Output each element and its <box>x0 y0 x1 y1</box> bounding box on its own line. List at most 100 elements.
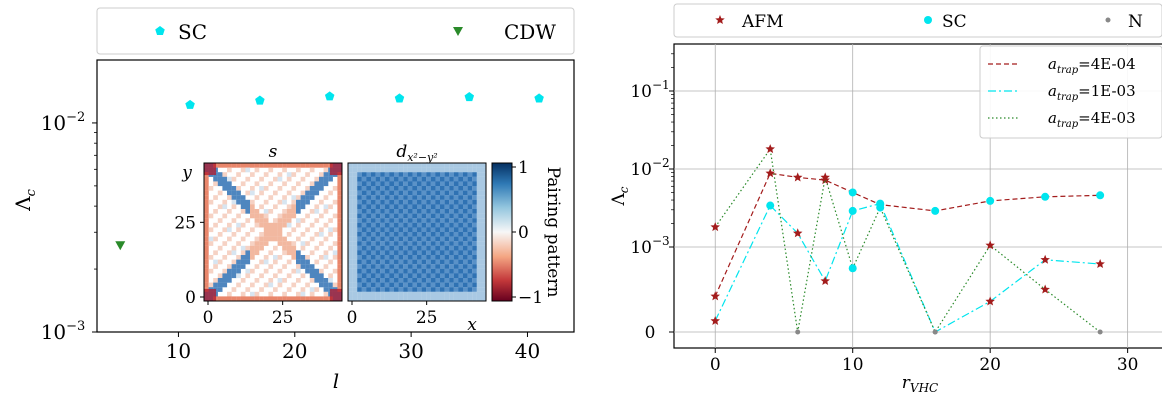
inset-heatmap-d-cell <box>476 264 482 269</box>
inset-heatmap-d-cell <box>384 232 390 237</box>
inset-heatmap-s-cell <box>268 291 274 297</box>
inset-heatmap-d-cell <box>366 199 372 205</box>
inset-heatmap-d-cell <box>394 241 399 246</box>
inset-heatmap-s-cell <box>273 222 278 228</box>
inset-heatmap-d-cell <box>412 172 418 177</box>
inset-heatmap-d-cell <box>476 291 482 297</box>
inset-heatmap-d-cell <box>357 186 362 191</box>
inset-heatmap-s-cell <box>268 264 274 269</box>
inset-heatmap-d-cell <box>375 172 381 177</box>
inset-heatmap-d-cell <box>444 241 450 246</box>
inset-heatmap-s-cell <box>259 241 264 246</box>
inset-heatmap-d-cell <box>463 227 468 233</box>
inset-heatmap-d-cell <box>417 273 422 279</box>
inset-heatmap-d-cell <box>412 181 418 187</box>
inset-heatmap-s-cell <box>236 190 241 196</box>
inset-heatmap-d-cell <box>352 186 358 191</box>
inset-heatmap-s-cell <box>213 259 218 265</box>
inset-heatmap-d-cell <box>453 255 459 260</box>
inset-heatmap-d-cell <box>371 195 376 200</box>
inset-heatmap-d-cell <box>407 259 413 265</box>
inset-heatmap-s-cell <box>204 195 209 200</box>
inset-heatmap-d-cell <box>380 291 385 297</box>
inset-heatmap-d-cell <box>417 209 422 214</box>
inset-heatmap-s-cell <box>277 186 283 191</box>
inset-heatmap-s-frame <box>203 162 343 302</box>
inset-heatmap-s-cell <box>236 163 241 168</box>
inset-heatmap-s-cell <box>305 296 310 302</box>
inset-heatmap-d-cell <box>412 232 418 237</box>
inset-heatmap-s-cell <box>236 241 241 246</box>
inset-heatmap-d-cell <box>389 163 395 168</box>
inset-heatmap-d-cell <box>449 218 454 223</box>
inset-heatmap-s-cell <box>296 209 301 214</box>
inset-heatmap-d-cell <box>476 163 482 168</box>
inset-heatmap-d-cell <box>417 190 422 196</box>
inset-heatmap-s-cell <box>213 264 218 269</box>
y-tick-label: 10−1 <box>630 78 669 102</box>
inset-heatmap-d-cell <box>357 213 362 219</box>
inset-heatmap-d-cell <box>366 227 372 233</box>
legend-line-label: atrap=1E-03 <box>1048 82 1136 103</box>
inset-heatmap-d-cell <box>361 181 367 187</box>
x-tick-label-40: 40 <box>515 339 540 363</box>
inset-heatmap-d-cell <box>426 282 431 288</box>
colorbar-tick-label: −1 <box>518 288 543 308</box>
inset-y-tick-label: 0 <box>185 288 196 308</box>
inset-heatmap-s-cell <box>217 163 223 168</box>
inset-heatmap-s-cell <box>259 204 264 210</box>
inset-heatmap-d-cell <box>449 227 454 233</box>
inset-heatmap-s-cell <box>227 278 232 283</box>
inset-heatmap-d-cell <box>426 204 431 210</box>
inset-heatmap-s-cell <box>222 227 228 233</box>
inset-heatmap-s-cell <box>291 195 297 200</box>
point-sc <box>394 93 405 103</box>
inset-heatmap-d-cell <box>357 195 362 200</box>
inset-heatmap-d-cell <box>398 250 404 256</box>
inset-heatmap-d-cell <box>421 255 427 260</box>
inset-heatmap-s-cell <box>305 259 310 265</box>
inset-heatmap-d-cell <box>453 232 459 237</box>
inset-heatmap-d-cell <box>430 209 436 214</box>
inset-heatmap-d-cell <box>467 204 473 210</box>
inset-heatmap-d-cell <box>375 287 381 292</box>
inset-heatmap-d-cell <box>453 181 459 187</box>
inset-heatmap-s-cell <box>250 291 255 297</box>
point-afm <box>710 315 720 325</box>
inset-heatmap-d-cell <box>444 167 450 173</box>
inset-heatmap-d-cell <box>463 241 468 246</box>
inset-heatmap-s-cell <box>309 291 315 297</box>
inset-heatmap-d-cell <box>444 209 450 214</box>
inset-heatmap-d-cell <box>440 232 445 237</box>
inset-heatmap-d-cell <box>430 167 436 173</box>
inset-heatmap-d-cell <box>440 259 445 265</box>
inset-heatmap-d-cell <box>476 199 482 205</box>
inset-heatmap-s-cell <box>337 199 343 205</box>
inset-heatmap-d-cell <box>467 199 473 205</box>
inset-heatmap-s-cell <box>328 278 333 283</box>
inset-heatmap-d-cell <box>371 264 376 269</box>
inset-heatmap-s-cell <box>204 245 209 251</box>
inset-heatmap-d-cell <box>421 181 427 187</box>
inset-heatmap-d-cell <box>375 209 381 214</box>
inset-heatmap-d-cell <box>463 195 468 200</box>
inset-heatmap-d-cell <box>476 287 482 292</box>
inset-heatmap-d-cell <box>481 222 487 228</box>
inset-heatmap-d-cell <box>444 278 450 283</box>
inset-heatmap-s-cell <box>309 250 315 256</box>
inset-heatmap-d-cell <box>449 250 454 256</box>
inset-heatmap-d-cell <box>389 241 395 246</box>
inset-heatmap-s-cell <box>319 278 324 283</box>
inset-heatmap-d-cell <box>444 236 450 242</box>
inset-heatmap-d-cell <box>398 287 404 292</box>
inset-heatmap-d-cell <box>453 176 459 182</box>
inset-heatmap-d-cell <box>476 195 482 200</box>
inset-heatmap-d-cell <box>352 167 358 173</box>
inset-heatmap-s-cell <box>319 273 324 279</box>
inset-heatmap-d-cell <box>412 273 418 279</box>
inset-heatmap-d-cell <box>481 268 487 274</box>
inset-heatmap-d-cell <box>472 176 477 182</box>
inset-heatmap-s-cell <box>204 241 209 246</box>
inset-heatmap-d-cell <box>467 287 473 292</box>
inset-heatmap-s-cell <box>259 287 264 292</box>
